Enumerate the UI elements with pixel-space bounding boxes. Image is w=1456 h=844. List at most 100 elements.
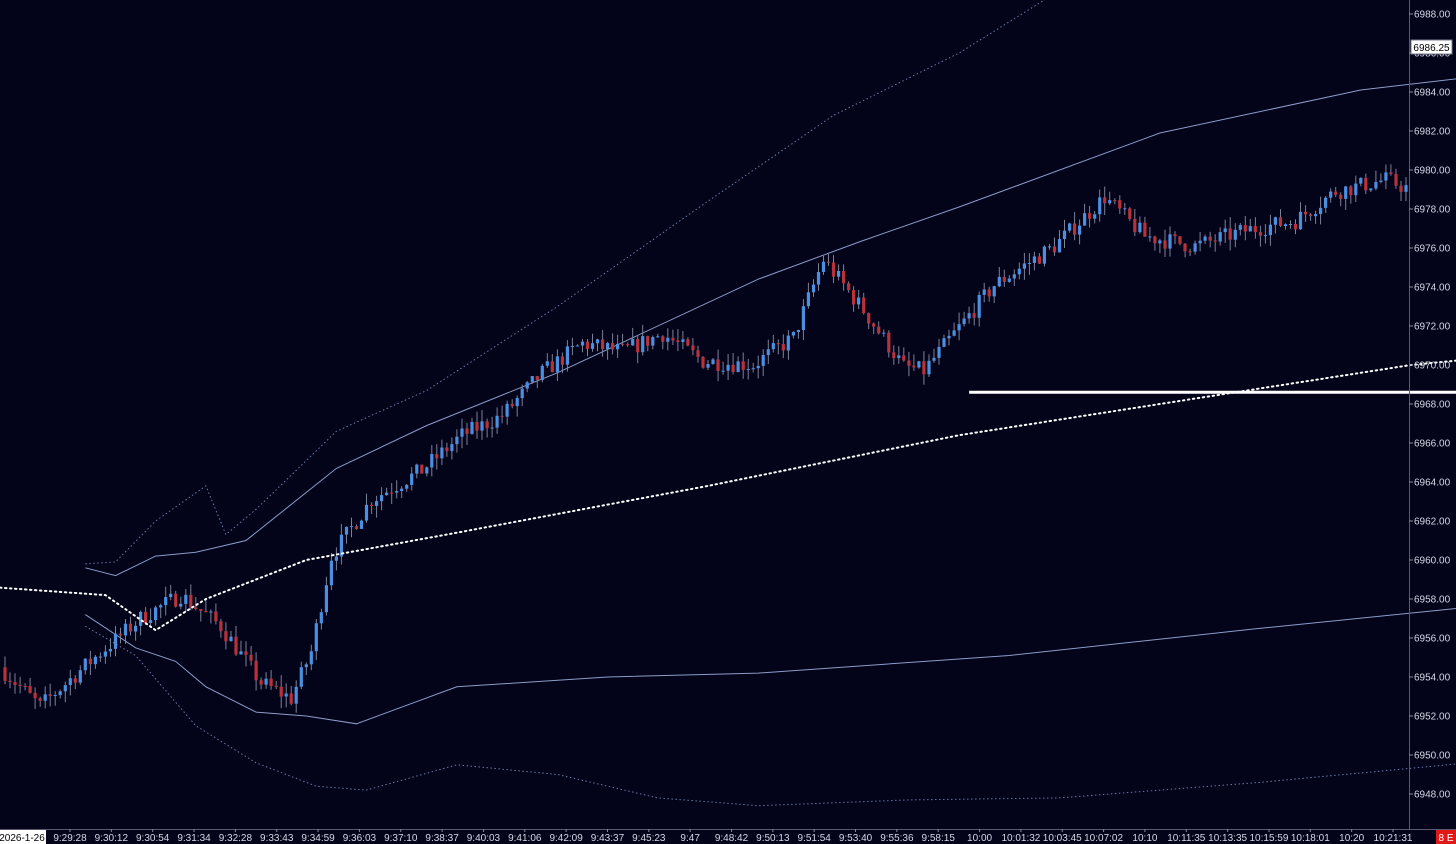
candle-body [113,633,118,649]
candle [1193,240,1197,255]
candle [485,418,489,438]
candle [852,286,856,312]
candle [88,650,92,675]
candle-body [229,636,233,642]
time-tick-label: 2026-1-26 [0,833,45,844]
candle-body [284,693,288,697]
candle [204,600,208,613]
candle-body [440,447,444,459]
candle [1223,219,1227,243]
candle [972,303,976,326]
candle-body [1113,200,1117,202]
candle-body [465,428,469,434]
candle-body [244,651,248,655]
candle-body [942,338,946,347]
candle [169,584,173,601]
candle-body [535,376,539,380]
candle [420,464,424,474]
candle-body [1153,236,1157,244]
candle-body [1374,181,1378,189]
candle [38,696,42,707]
candles-layer [3,164,1408,713]
candle-body [766,349,770,356]
candle-body [234,636,238,655]
time-tick-label: 9:38:37 [425,833,459,844]
candle-body [1093,214,1097,219]
candle [118,627,123,644]
candle-body [33,692,37,699]
candle [264,672,268,689]
candle [1113,198,1117,205]
time-tick-label: 9:32:28 [219,833,253,844]
candle [1052,237,1057,256]
candle [756,355,760,379]
time-tick-label: 9:36:03 [343,833,377,844]
candle-body [1218,232,1222,242]
candle [636,336,640,364]
candle-body [1324,197,1328,208]
candle-body [1273,217,1277,225]
candle-body [852,290,856,305]
candle-body [525,382,529,389]
candle [1359,177,1363,187]
candle [1218,227,1222,246]
candle-body [199,609,203,611]
candle [575,344,579,347]
candle [1203,234,1207,244]
candle [666,328,670,351]
candle [184,589,188,612]
candle-body [1399,185,1403,192]
candle [651,335,655,350]
time-tick-label: 9:43:37 [591,833,625,844]
candle-body [691,345,695,351]
candle [78,665,82,685]
last-price-label: 6986.25 [1413,43,1450,54]
candle-body [354,526,359,529]
candle-body [48,694,52,696]
candle-body [460,428,464,437]
candle [450,437,454,460]
candle [43,686,47,709]
candle [18,676,22,694]
candle-body [897,355,901,359]
candle-body [1062,230,1067,239]
candle [1173,231,1177,245]
price-tick-label: 6978.00 [1414,205,1451,216]
candle-body [495,415,499,428]
candle-body [611,343,615,350]
candle-body [344,526,349,535]
candle [490,416,494,438]
candle [1168,226,1172,257]
candle-body [806,292,810,307]
candle-body [395,491,399,493]
price-tick-label: 6972.00 [1414,322,1451,333]
candle [791,331,795,339]
candle-body [751,368,755,370]
candle [681,331,685,350]
candle [555,349,559,381]
candle-body [731,364,735,372]
candle [796,329,800,339]
candle [686,337,690,347]
candle-body [1208,236,1212,241]
candle-body [801,306,805,330]
time-tick-label: 9:41:06 [508,833,542,844]
candle-body [103,651,107,657]
candle [676,329,680,352]
candle [1253,217,1257,239]
candle [249,646,253,666]
candle-body [927,360,931,375]
candle-body [1298,211,1303,230]
candle [1068,222,1072,233]
candle [385,487,389,496]
candle-body [254,660,258,681]
price-tick-label: 6962.00 [1414,517,1451,528]
time-tick-label: 9:30:54 [136,833,170,844]
candle-body [641,336,645,353]
candle-body [716,359,720,371]
candle-body [917,361,921,368]
candle-body [339,534,343,557]
candle [139,610,143,636]
candle [1238,223,1242,236]
candle-body [1183,243,1187,252]
